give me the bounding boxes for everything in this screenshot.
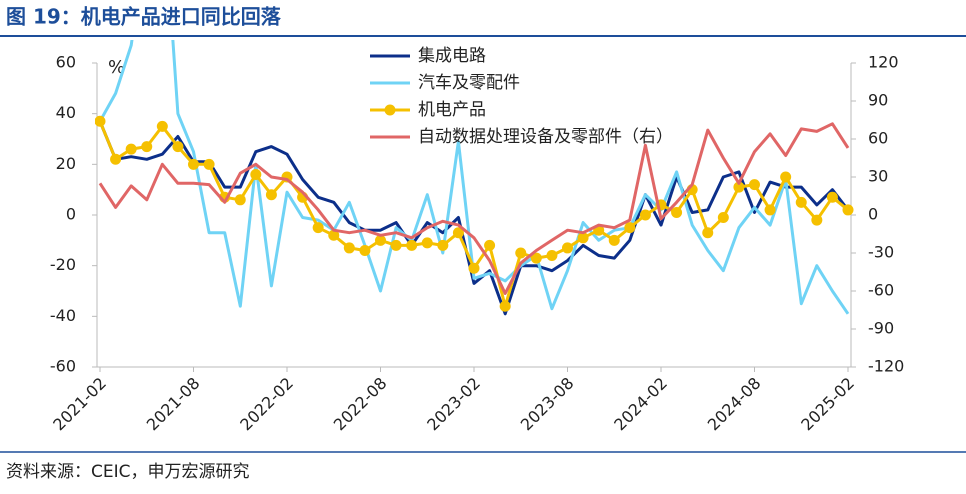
series-marker xyxy=(234,194,246,206)
y-tick-label: 60 xyxy=(56,53,76,72)
series-marker xyxy=(749,179,760,191)
legend-marker xyxy=(384,104,396,116)
legend-label: 机电产品 xyxy=(418,100,486,120)
x-tick-label: 2022-02 xyxy=(236,374,297,435)
y-tick-label: 0 xyxy=(66,205,76,224)
series-marker xyxy=(406,239,418,251)
x-tick-label: 2021-08 xyxy=(143,374,204,435)
series-marker xyxy=(328,229,340,241)
y2-tick-label: -30 xyxy=(868,243,894,262)
series-marker xyxy=(546,250,558,262)
series-marker xyxy=(156,120,168,132)
source: 资料来源：CEIC，申万宏源研究 xyxy=(6,462,250,482)
y2-tick-label: -120 xyxy=(868,357,904,376)
x-tick-label: 2024-08 xyxy=(704,374,765,435)
series-marker xyxy=(671,206,683,218)
chart-title: 图 19：机电产品进口同比回落 xyxy=(6,5,282,29)
legend-label: 集成电路 xyxy=(418,46,486,66)
series-marker xyxy=(562,242,573,254)
series-marker xyxy=(842,204,854,216)
series-line xyxy=(98,120,850,316)
series-marker xyxy=(515,247,527,259)
series-marker xyxy=(733,181,745,193)
y2-tick-label: 30 xyxy=(868,167,888,186)
y-tick-label: -60 xyxy=(50,357,76,376)
series-marker xyxy=(172,141,184,153)
series-marker xyxy=(795,196,807,208)
series-marker xyxy=(639,209,651,221)
series-marker xyxy=(530,252,542,264)
series-marker xyxy=(437,239,449,251)
y-tick-label: 20 xyxy=(56,154,76,173)
series-line xyxy=(98,40,850,315)
x-tick-label: 2023-08 xyxy=(517,374,578,435)
series-marker xyxy=(390,239,402,251)
series-marker xyxy=(468,262,480,274)
y2-tick-label: 60 xyxy=(868,129,888,148)
series-marker xyxy=(343,242,355,254)
x-tick-label: 2025-02 xyxy=(797,374,858,435)
series-marker xyxy=(780,171,792,183)
series-marker xyxy=(452,227,464,239)
legend-label: 汽车及零配件 xyxy=(418,73,520,93)
series-line xyxy=(98,122,850,295)
series-marker xyxy=(203,158,215,170)
series-marker xyxy=(608,234,620,246)
series-marker xyxy=(250,168,262,180)
x-tick-label: 2023-02 xyxy=(423,374,484,435)
series-marker xyxy=(811,214,823,226)
y2-tick-label: -60 xyxy=(868,281,894,300)
y2-tick-label: 120 xyxy=(868,53,899,72)
x-tick-label: 2024-02 xyxy=(610,374,671,435)
series-marker xyxy=(499,300,511,312)
y-tick-label: 40 xyxy=(56,103,76,122)
series-marker xyxy=(577,232,589,244)
series-marker xyxy=(110,153,122,165)
series-marker xyxy=(624,222,636,234)
y-tick-label: -20 xyxy=(50,255,76,274)
y2-tick-label: 90 xyxy=(868,91,888,110)
plot xyxy=(95,40,854,316)
series-marker xyxy=(265,189,277,201)
series-marker xyxy=(764,204,776,216)
y2-tick-label: 0 xyxy=(868,205,878,224)
y-tick-label: -40 xyxy=(50,306,76,325)
series-marker xyxy=(125,143,137,155)
x-tick-label: 2021-02 xyxy=(49,374,110,435)
series-marker xyxy=(702,227,714,239)
series-marker xyxy=(375,234,386,246)
series-marker xyxy=(188,158,199,170)
x-tick-label: 2022-08 xyxy=(330,374,391,435)
y2-tick-label: -90 xyxy=(868,319,894,338)
series-marker xyxy=(359,244,371,256)
series-marker xyxy=(141,141,153,153)
series-marker xyxy=(421,237,433,249)
series-marker xyxy=(484,239,496,251)
series-marker xyxy=(95,115,106,127)
series-marker xyxy=(312,222,324,234)
series-marker xyxy=(717,212,729,224)
legend-label: 自动数据处理设备及零部件（右） xyxy=(418,127,673,147)
series-marker xyxy=(826,191,838,203)
